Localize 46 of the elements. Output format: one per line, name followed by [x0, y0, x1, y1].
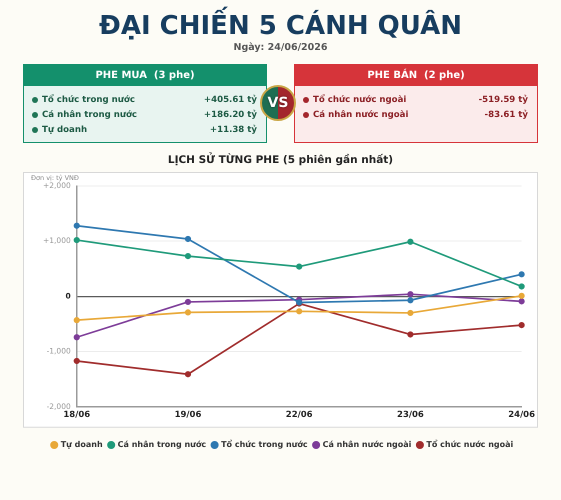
point	[296, 263, 302, 270]
category-label: Tổ chức nước ngoài	[313, 93, 406, 107]
x-tick-label: 22/06	[286, 410, 313, 420]
point	[518, 292, 525, 299]
point	[74, 236, 80, 244]
text: PHE MUA (3 phe)	[24, 65, 266, 86]
x-tick-label: 24/06	[508, 410, 536, 420]
data-label: +186.20 tỷ	[204, 108, 257, 122]
legend-label: Cá nhân nước ngoài	[322, 440, 412, 450]
data-label: +11.38 tỷ	[210, 124, 257, 137]
x-tick-label: 19/06	[174, 410, 202, 420]
point	[184, 371, 192, 378]
data-label: +405.61 tỷ	[204, 94, 257, 107]
chart-title: LỊCH SỬ TỪNG PHE (5 phiên gần nhất)	[166, 153, 394, 167]
point	[407, 310, 414, 316]
data-label: -519.59 tỷ	[478, 94, 528, 107]
category-label: Tổ chức trong nước	[42, 93, 135, 107]
legend-label: Tổ chức nước ngoài	[426, 439, 514, 450]
point	[518, 283, 525, 290]
point	[184, 298, 192, 306]
legend-label: Tự doanh	[60, 440, 103, 450]
point	[407, 291, 414, 298]
point	[74, 358, 80, 364]
point	[74, 222, 80, 229]
point	[407, 238, 414, 245]
legend-label: Tổ chức trong nước	[221, 439, 308, 450]
text: Ngày: 24/06/2026	[232, 42, 328, 54]
category-label: Cá nhân trong nước	[42, 109, 137, 122]
point	[296, 308, 302, 314]
point	[184, 253, 192, 260]
category-label: Tự doanh	[42, 124, 88, 137]
point	[184, 236, 192, 242]
text: PHE BÁN (2 phe)	[295, 65, 537, 86]
legend-label: Cá nhân trong nước	[118, 440, 206, 450]
x-tick-label: 18/06	[63, 410, 90, 420]
point	[74, 334, 80, 340]
point	[74, 317, 80, 324]
point	[518, 322, 525, 328]
category-label: Cá nhân nước ngoài	[313, 109, 408, 122]
point	[407, 331, 414, 338]
point	[518, 298, 525, 304]
point	[518, 271, 525, 278]
point	[407, 297, 414, 304]
data-label: -83.61 tỷ	[484, 108, 528, 122]
point	[184, 309, 192, 316]
x-tick-label: 23/06	[397, 410, 424, 420]
